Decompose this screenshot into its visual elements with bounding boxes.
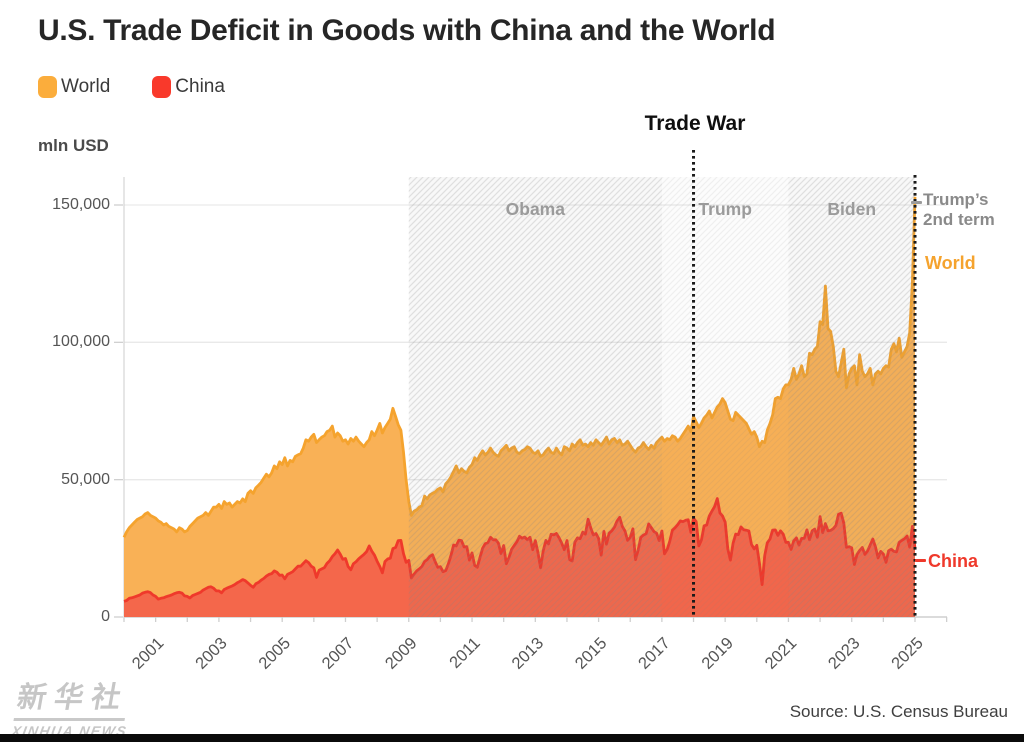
page-title: U.S. Trade Deficit in Goods with China a… (38, 14, 776, 47)
era-label-trump: Trump (698, 199, 752, 219)
era-label-obama: Obama (505, 199, 565, 219)
china-series-end-label: China (928, 551, 979, 571)
y-tick-label-150000: 150,000 (52, 196, 110, 213)
x-tick-label-2009: 2009 (382, 634, 421, 673)
trump-second-term-line2: 2nd term (923, 210, 995, 230)
xinhua-watermark: 新华社 XINHUA NEWS (10, 674, 137, 739)
legend-item-world: World (38, 76, 110, 98)
world-swatch-icon (38, 76, 57, 98)
y-tick-label-100000: 100,000 (52, 333, 110, 351)
era-hatch-biden (788, 177, 915, 617)
trump-second-term-annotation: Trump’s 2nd term (923, 190, 995, 231)
x-tick-label-2017: 2017 (635, 634, 674, 673)
legend-china-label: China (175, 76, 225, 97)
x-tick-label-2007: 2007 (319, 634, 358, 673)
x-tick-label-2023: 2023 (825, 634, 864, 673)
era-hatch-trump (661, 177, 789, 617)
x-tick-label-2013: 2013 (508, 634, 547, 673)
xinhua-watermark-cn: 新华社 (13, 674, 133, 721)
bottom-black-bar (0, 734, 1024, 742)
x-tick-label-2019: 2019 (698, 634, 737, 673)
x-tick-label-2003: 2003 (192, 634, 231, 673)
x-tick-label-2011: 2011 (446, 634, 484, 672)
source-note: Source: U.S. Census Bureau (789, 702, 1008, 721)
era-hatch-obama (408, 177, 662, 617)
x-tick-label-2001: 2001 (129, 634, 168, 673)
china-swatch-icon (152, 76, 172, 98)
x-tick-label-2015: 2015 (572, 634, 611, 673)
era-label-biden: Biden (827, 199, 877, 219)
legend-world-label: World (61, 76, 111, 97)
trump-second-term-connector (911, 201, 922, 204)
y-tick-label-0: 0 (101, 608, 110, 625)
legend-item-china: China (152, 76, 225, 98)
x-tick-label-2021: 2021 (762, 634, 801, 673)
trump-second-term-line1: Trump’s (923, 190, 989, 209)
trade-war-annotation: Trade War (644, 112, 746, 135)
world-series-end-label: World (925, 253, 976, 273)
china-series-connector (915, 559, 926, 562)
y-axis-title: mln USD (38, 136, 109, 155)
legend: World China (38, 76, 225, 98)
x-tick-label-2025: 2025 (888, 634, 927, 673)
y-tick-label-50000: 50,000 (61, 470, 110, 488)
x-tick-label-2005: 2005 (255, 634, 294, 673)
